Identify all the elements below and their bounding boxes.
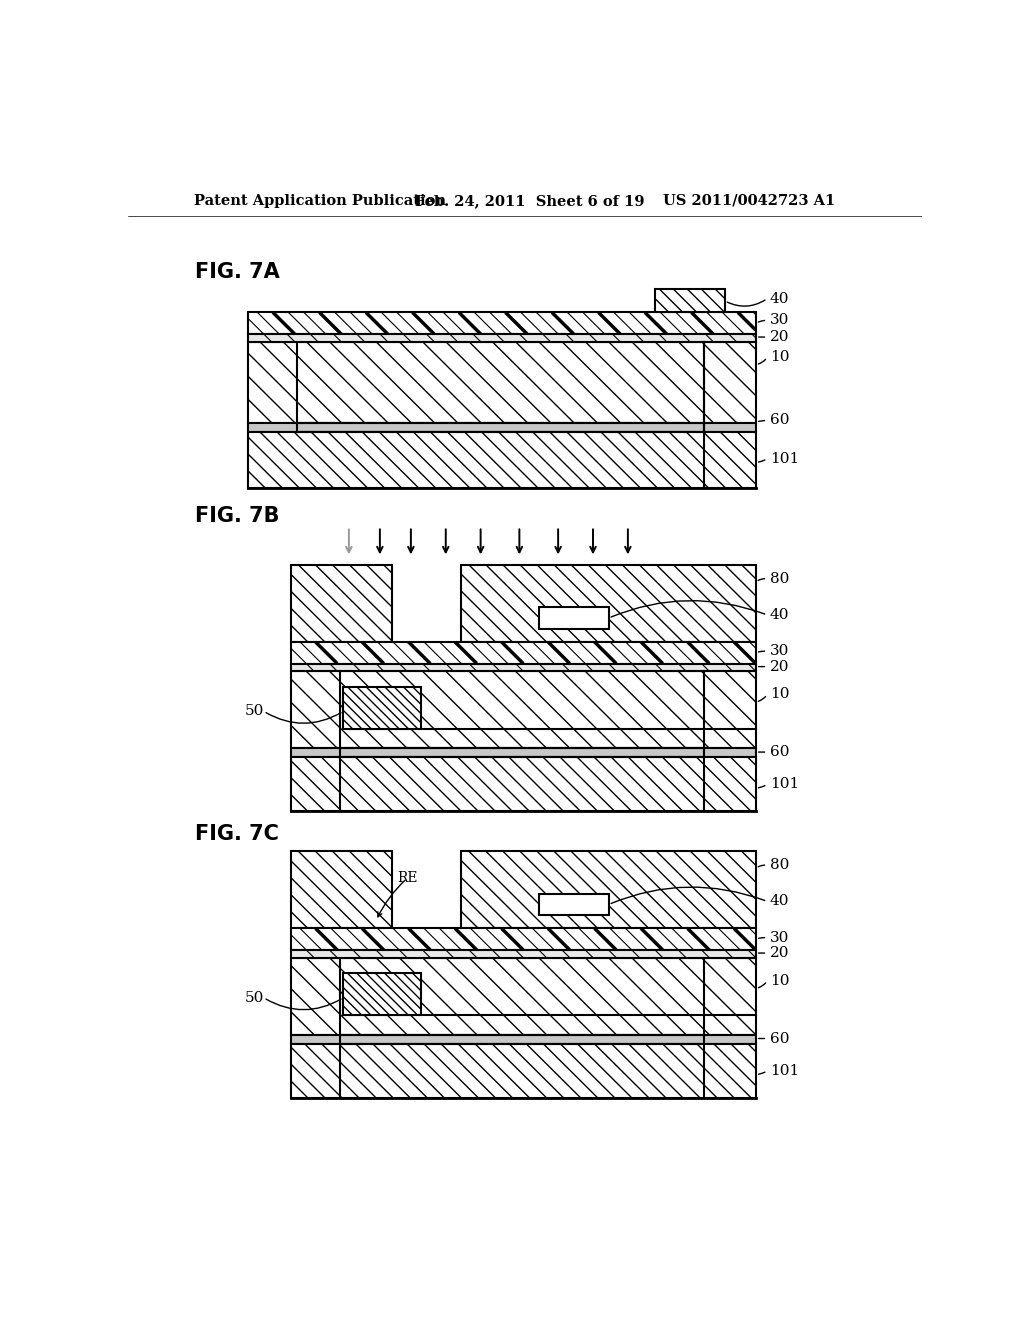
Text: 20: 20 <box>770 946 790 960</box>
Bar <box>291 950 756 958</box>
Text: 101: 101 <box>770 451 799 466</box>
Bar <box>248 313 756 334</box>
Bar <box>461 851 756 928</box>
Bar <box>291 851 391 928</box>
Text: 20: 20 <box>770 330 790 345</box>
Text: 40: 40 <box>770 292 790 305</box>
Bar <box>291 565 391 642</box>
Text: 50: 50 <box>245 705 263 718</box>
Bar <box>248 432 756 488</box>
Text: 101: 101 <box>770 1064 799 1078</box>
Text: Feb. 24, 2011  Sheet 6 of 19: Feb. 24, 2011 Sheet 6 of 19 <box>415 194 644 207</box>
Text: 101: 101 <box>770 777 799 792</box>
Text: 30: 30 <box>770 644 790 659</box>
Text: 40: 40 <box>770 609 790 622</box>
Text: 10: 10 <box>770 688 790 701</box>
Bar <box>461 565 756 642</box>
Bar <box>291 642 756 664</box>
Bar <box>248 422 756 432</box>
Bar <box>291 958 756 1035</box>
Text: 10: 10 <box>770 974 790 987</box>
Text: FIG. 7A: FIG. 7A <box>196 263 281 282</box>
Text: 80: 80 <box>770 858 790 873</box>
Bar <box>291 664 756 671</box>
Text: 50: 50 <box>245 991 263 1005</box>
Bar <box>291 1044 756 1098</box>
Text: 40: 40 <box>770 895 790 908</box>
Text: US 2011/0042723 A1: US 2011/0042723 A1 <box>663 194 835 207</box>
Bar <box>291 748 756 758</box>
Text: FIG. 7C: FIG. 7C <box>196 825 280 845</box>
Bar <box>655 289 725 313</box>
Bar <box>291 928 756 950</box>
Text: 20: 20 <box>770 660 790 673</box>
Bar <box>248 334 756 342</box>
Text: 30: 30 <box>770 313 790 327</box>
Bar <box>343 686 421 729</box>
Text: 60: 60 <box>770 413 790 428</box>
Bar <box>291 1035 756 1044</box>
Bar <box>291 671 756 748</box>
Text: FIG. 7B: FIG. 7B <box>196 507 280 527</box>
Text: RE: RE <box>397 871 418 886</box>
Text: 30: 30 <box>770 931 790 945</box>
Bar <box>248 342 756 422</box>
Text: 60: 60 <box>770 1031 790 1045</box>
Text: 10: 10 <box>770 350 790 364</box>
Bar <box>539 894 608 915</box>
Text: 80: 80 <box>770 572 790 586</box>
Bar <box>343 973 421 1015</box>
Bar <box>539 607 608 628</box>
Bar <box>291 758 756 812</box>
Text: Patent Application Publication: Patent Application Publication <box>194 194 445 207</box>
Text: 60: 60 <box>770 744 790 759</box>
